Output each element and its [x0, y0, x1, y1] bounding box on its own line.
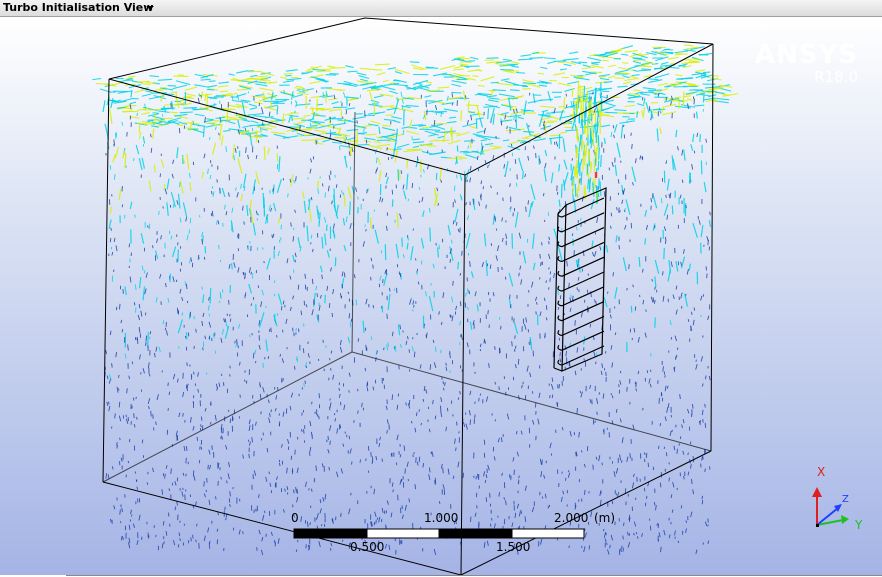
triad-x-label: X — [817, 465, 826, 479]
scale-label-1500: 1.500 — [496, 540, 531, 554]
status-divider — [66, 575, 882, 576]
triad-z-label: Z — [842, 494, 849, 505]
velocity-vector-field — [92, 44, 739, 555]
scale-label-0500: 0.500 — [350, 540, 385, 554]
status-strip — [0, 575, 882, 577]
scale-label-0: 0 — [291, 511, 299, 525]
ansys-logo: ANSYS R18.0 — [755, 41, 858, 85]
scale-unit: (m) — [594, 511, 616, 525]
radiator-outline — [553, 187, 607, 372]
viewer-title: Turbo Initialisation View — [3, 1, 154, 14]
axis-triad — [812, 487, 849, 527]
scale-label-1000: 1.000 — [424, 511, 459, 525]
brand-name: ANSYS — [754, 40, 858, 70]
domain-box-outline — [102, 17, 714, 575]
triad-y-label: Y — [855, 518, 863, 532]
graphics-viewport[interactable]: ANSYS R18.0 0 1.000 2.000 (m) 0.500 1.50… — [0, 17, 882, 575]
cfd-vector-scene — [92, 17, 849, 575]
brand-version: R18.0 — [814, 68, 858, 86]
viewer-title-bar: Turbo Initialisation View — [0, 0, 882, 17]
scale-bar — [293, 528, 585, 539]
scale-label-2000: 2.000 — [554, 511, 589, 525]
caret-down-icon[interactable] — [144, 2, 156, 14]
